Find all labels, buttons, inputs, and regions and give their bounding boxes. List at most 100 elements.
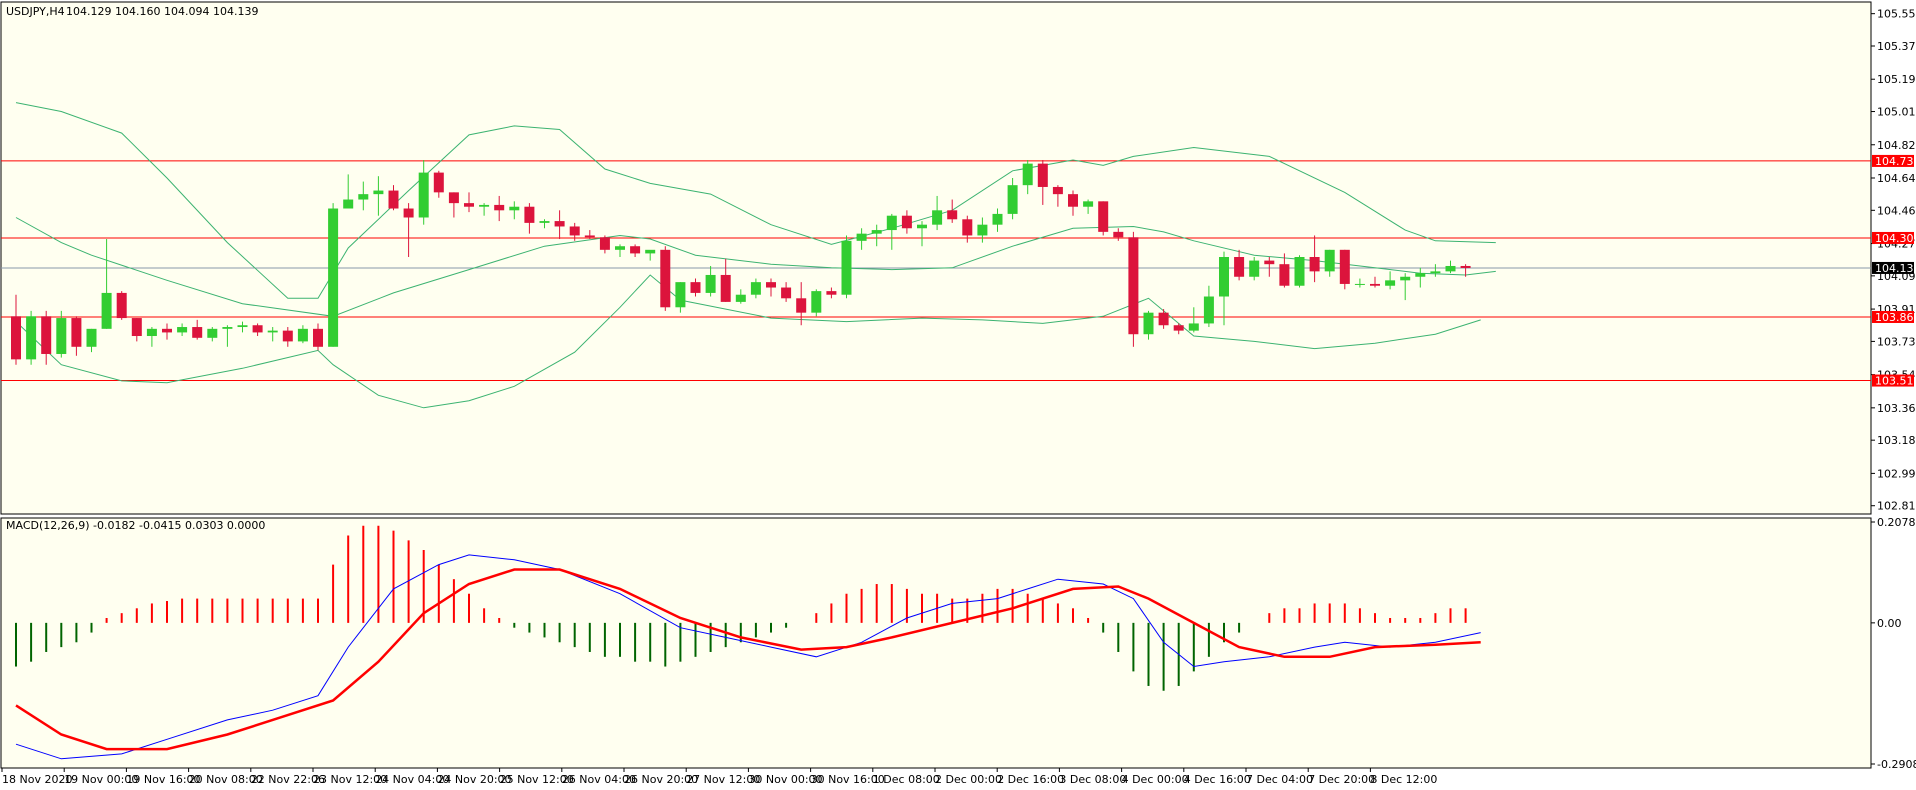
candle-body[interactable] — [56, 318, 67, 354]
candle-body[interactable] — [1098, 201, 1109, 232]
candle-body[interactable] — [1354, 283, 1365, 285]
candle-body[interactable] — [343, 199, 354, 209]
candle-body[interactable] — [297, 328, 308, 342]
candle-body[interactable] — [418, 172, 429, 218]
candle-body[interactable] — [720, 274, 731, 302]
candle-body[interactable] — [1128, 237, 1139, 335]
candle-body[interactable] — [856, 233, 867, 241]
candle-body[interactable] — [41, 316, 52, 354]
price-panel[interactable] — [0, 1, 1872, 515]
candle-body[interactable] — [1203, 296, 1214, 324]
candle-body[interactable] — [11, 316, 21, 360]
candle-body[interactable] — [1219, 257, 1229, 297]
candle-body[interactable] — [1339, 249, 1350, 284]
candle-body[interactable] — [207, 328, 218, 338]
candle-body[interactable] — [116, 292, 127, 319]
candle-body[interactable] — [494, 204, 505, 211]
candle-body[interactable] — [645, 249, 656, 254]
candle-body[interactable] — [433, 172, 444, 193]
candle-body[interactable] — [101, 292, 112, 329]
candle-body[interactable] — [660, 249, 671, 308]
candle-body[interactable] — [962, 219, 973, 236]
candle-body[interactable] — [675, 282, 686, 308]
candle-body[interactable] — [766, 282, 776, 288]
candle-body[interactable] — [1052, 186, 1063, 195]
candle-body[interactable] — [1249, 260, 1260, 277]
candle-body[interactable] — [781, 287, 792, 299]
candle-body[interactable] — [932, 210, 943, 225]
candle-body[interactable] — [192, 327, 203, 338]
candle-body[interactable] — [1007, 185, 1018, 214]
candle-body[interactable] — [1400, 276, 1411, 281]
candle-body[interactable] — [811, 291, 822, 313]
candle-body[interactable] — [373, 190, 384, 195]
candle-body[interactable] — [615, 246, 625, 250]
candle-body[interactable] — [1324, 249, 1335, 272]
candle-body[interactable] — [403, 208, 414, 218]
candle-body[interactable] — [131, 318, 142, 337]
candle-body[interactable] — [1370, 283, 1380, 286]
candle-body[interactable] — [1037, 163, 1048, 187]
candle-body[interactable] — [977, 224, 988, 236]
candle-body[interactable] — [750, 282, 761, 295]
candle-body[interactable] — [267, 330, 278, 333]
candle-body[interactable] — [162, 328, 172, 333]
candle-body[interactable] — [146, 328, 157, 337]
candle-body[interactable] — [464, 203, 474, 207]
candle-body[interactable] — [222, 327, 233, 329]
candle-body[interactable] — [705, 274, 716, 293]
candle-body[interactable] — [1264, 260, 1275, 265]
candle-body[interactable] — [1068, 194, 1078, 207]
candle-body[interactable] — [1173, 325, 1184, 331]
candle-body[interactable] — [509, 206, 520, 211]
candle-body[interactable] — [448, 192, 459, 204]
candle-body[interactable] — [26, 316, 37, 360]
candle-body[interactable] — [735, 294, 746, 302]
candle-body[interactable] — [1279, 264, 1290, 286]
candle-body[interactable] — [1188, 323, 1199, 331]
candle-body[interactable] — [569, 226, 580, 236]
candle-body[interactable] — [992, 213, 1003, 225]
candle-body[interactable] — [917, 224, 927, 229]
candle-body[interactable] — [252, 325, 263, 333]
candle-body[interactable] — [1415, 273, 1426, 277]
candle-body[interactable] — [388, 190, 399, 209]
candle-body[interactable] — [539, 221, 550, 223]
candle-body[interactable] — [584, 235, 595, 238]
candle-body[interactable] — [841, 240, 852, 295]
candle-body[interactable] — [1309, 257, 1320, 272]
macd-panel[interactable] — [0, 517, 1872, 769]
candle-body[interactable] — [554, 221, 565, 227]
candle-body[interactable] — [237, 325, 248, 328]
candle-body[interactable] — [358, 194, 369, 200]
candle-body[interactable] — [177, 327, 188, 333]
candle-body[interactable] — [479, 204, 490, 207]
candle-body[interactable] — [1234, 257, 1245, 277]
candle-body[interactable] — [1445, 265, 1456, 272]
candle-body[interactable] — [1083, 201, 1094, 207]
candle-body[interactable] — [71, 318, 82, 347]
candle-body[interactable] — [886, 215, 897, 231]
candle-body[interactable] — [826, 291, 837, 295]
candle-body[interactable] — [313, 328, 323, 347]
candle-body[interactable] — [328, 208, 339, 347]
candle-body[interactable] — [796, 298, 807, 313]
candle-body[interactable] — [1022, 163, 1033, 186]
candle-body[interactable] — [1158, 312, 1169, 326]
candle-body[interactable] — [1385, 280, 1396, 286]
candle-body[interactable] — [1430, 271, 1441, 274]
candle-body[interactable] — [1113, 231, 1124, 238]
candle-body[interactable] — [282, 330, 293, 342]
candle-body[interactable] — [1294, 257, 1305, 286]
candle-body[interactable] — [86, 328, 97, 347]
candle-body[interactable] — [947, 210, 958, 220]
candle-body[interactable] — [630, 246, 641, 254]
candle-body[interactable] — [901, 215, 912, 229]
candle-body[interactable] — [690, 282, 701, 293]
candle-body[interactable] — [1143, 312, 1154, 335]
candle-body[interactable] — [1460, 265, 1471, 268]
candle-body[interactable] — [599, 237, 610, 250]
candle-body[interactable] — [524, 206, 535, 223]
candle-body[interactable] — [871, 230, 882, 234]
